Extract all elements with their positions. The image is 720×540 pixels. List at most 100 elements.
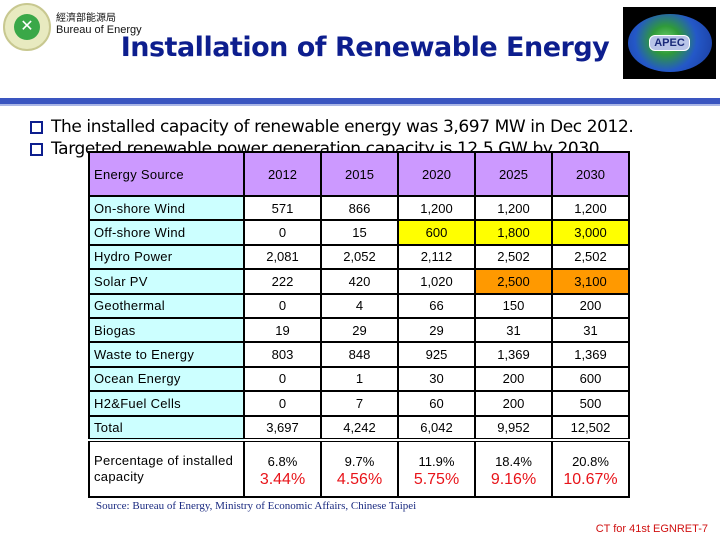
value-cell: 15 [320,219,399,246]
value-cell: 0 [243,219,322,246]
value-cell: 66 [397,292,476,319]
value-cell: 30 [397,365,476,393]
percentage-cell: 11.9% 5.75% [397,437,476,498]
value-cell: 1,200 [551,194,630,222]
table-row: Hydro Power 2,081 2,052 2,112 2,502 2,502 [88,243,630,271]
percentage-value: 6.8% [267,454,298,470]
value-cell: 2,112 [397,243,476,271]
column-header: 2020 [397,151,476,197]
percentage-red-value: 5.75% [413,471,460,489]
divider-shadow [0,104,720,106]
percentage-value: 20.8% [572,454,609,470]
value-cell: 3,697 [243,414,322,441]
divider [0,98,720,104]
value-cell: 31 [474,316,553,344]
percentage-value: 11.9% [418,454,455,470]
value-cell: 200 [474,365,553,393]
energy-source-cell: Geothermal [88,292,245,319]
table-row: On-shore Wind 571 866 1,200 1,200 1,200 [88,194,630,222]
value-cell: 29 [397,316,476,344]
value-cell: 1,369 [474,341,553,368]
value-cell: 2,502 [551,243,630,271]
value-cell: 1,020 [397,268,476,295]
energy-source-cell: On-shore Wind [88,194,245,222]
energy-source-cell: Hydro Power [88,243,245,271]
value-cell: 6,042 [397,414,476,441]
value-cell: 2,081 [243,243,322,271]
value-cell: 600 [551,365,630,393]
value-cell: 0 [243,292,322,319]
energy-source-cell: Off-shore Wind [88,219,245,246]
renewable-capacity-table: Energy Source 2012 2015 2020 2025 2030 On-shor… [88,151,630,498]
apec-logo: APEC [623,7,716,79]
slide-footer: CT for 41st EGNRET-7 [595,523,708,535]
value-cell: 925 [397,341,476,368]
value-cell: 3,100 [551,268,630,295]
value-cell: 3,000 [551,219,630,246]
energy-source-cell: Ocean Energy [88,365,245,393]
percentage-label: Percentage of installed capacity [88,437,245,498]
value-cell: 200 [474,390,553,417]
energy-source-cell: Waste to Energy [88,341,245,368]
value-cell: 1 [320,365,399,393]
table-row: Waste to Energy 803 848 925 1,369 1,369 [88,341,630,368]
value-cell: 60 [397,390,476,417]
percentage-cell: 9.7% 4.56% [320,437,399,498]
value-cell: 29 [320,316,399,344]
table-row: Ocean Energy 0 1 30 200 600 [88,365,630,393]
value-cell: 420 [320,268,399,295]
table-row: Biogas 19 29 29 31 31 [88,316,630,344]
value-cell: 500 [551,390,630,417]
value-cell: 31 [551,316,630,344]
square-bullet-icon [30,120,43,134]
value-cell: 600 [397,219,476,246]
percentage-cell: 20.8% 10.67% [551,437,630,498]
percentage-row: Percentage of installed capacity 6.8% 3.44… [88,437,630,498]
value-cell: 4,242 [320,414,399,441]
org-name-chinese: 經濟部能源局 [56,13,116,24]
value-cell: 19 [243,316,322,344]
value-cell: 0 [243,365,322,393]
value-cell: 200 [551,292,630,319]
percentage-cell: 6.8% 3.44% [243,437,322,498]
source-note: Source: Bureau of Energy, Ministry of Ec… [96,500,417,512]
percentage-red-value: 4.56% [336,471,383,489]
value-cell: 222 [243,268,322,295]
value-cell: 2,500 [474,268,553,295]
percentage-red-value: 9.16% [490,471,537,489]
table-row: Off-shore Wind 0 15 600 1,800 3,000 [88,219,630,246]
percentage-red-value: 3.44% [259,471,306,489]
value-cell: 1,200 [474,194,553,222]
bureau-of-energy-logo: ✕ [3,3,51,51]
energy-source-cell: H2&Fuel Cells [88,390,245,417]
column-header: 2025 [474,151,553,197]
value-cell: 7 [320,390,399,417]
percentage-value: 9.7% [344,454,375,470]
column-header: 2030 [551,151,630,197]
org-name-english: Bureau of Energy [56,24,142,36]
value-cell: 0 [243,390,322,417]
value-cell: 12,502 [551,414,630,441]
value-cell: 1,800 [474,219,553,246]
table-header-row: Energy Source 2012 2015 2020 2025 2030 [88,151,630,197]
value-cell: 150 [474,292,553,319]
value-cell: 1,369 [551,341,630,368]
table-row: Geothermal 0 4 66 150 200 [88,292,630,319]
value-cell: 571 [243,194,322,222]
value-cell: 2,052 [320,243,399,271]
column-header: 2012 [243,151,322,197]
percentage-value: 18.4% [495,454,532,470]
bullet-item: The installed capacity of renewable ener… [30,116,634,138]
energy-source-cell: Solar PV [88,268,245,295]
energy-source-cell: Total [88,414,245,441]
table-row: H2&Fuel Cells 0 7 60 200 500 [88,390,630,417]
column-header: Energy Source [88,151,245,197]
table-row: Total 3,697 4,242 6,042 9,952 12,502 [88,414,630,441]
value-cell: 848 [320,341,399,368]
value-cell: 2,502 [474,243,553,271]
energy-source-cell: Biogas [88,316,245,344]
percentage-red-value: 10.67% [563,471,618,489]
percentage-cell: 18.4% 9.16% [474,437,553,498]
value-cell: 1,200 [397,194,476,222]
column-header: 2015 [320,151,399,197]
